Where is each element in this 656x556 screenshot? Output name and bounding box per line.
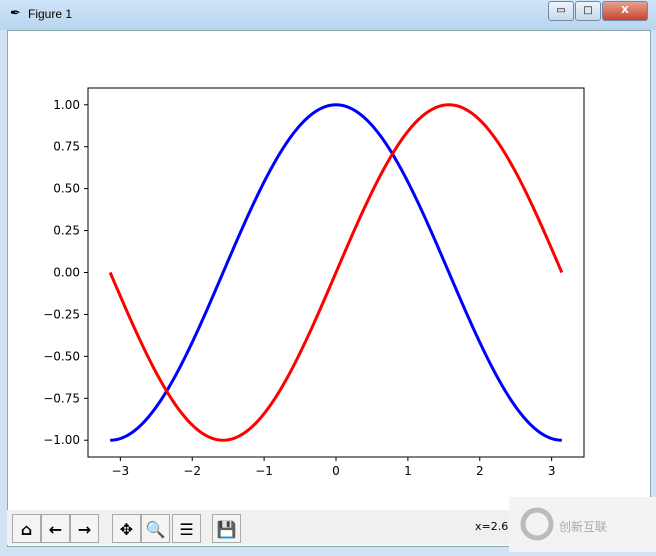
y-tick-label: −0.25 [43,307,80,321]
series-line-cosx [110,103,562,442]
save-icon: 💾 [216,520,237,539]
pan-icon: ✥ [119,520,134,539]
configure-button[interactable]: ☰ [172,514,201,543]
close-button[interactable]: X [602,1,648,21]
maximize-button[interactable]: □ [575,1,601,21]
window-title: Figure 1 [28,7,73,21]
minimize-button[interactable]: ▭ [548,1,574,21]
x-tick-label: −2 [183,464,201,478]
y-tick-label: 0.00 [53,266,80,280]
app-feather-icon: ✒ [10,6,21,21]
y-tick-label: −0.75 [43,391,80,405]
forward-icon: → [77,520,92,539]
x-tick-label: 1 [404,464,412,478]
y-tick-label: 0.75 [53,140,80,154]
zoom-icon: 🔍 [145,520,166,539]
x-tick-label: −3 [111,464,129,478]
forward-button[interactable]: → [70,514,99,543]
title-bar: ✒ Figure 1 ▭ □ X [0,0,656,30]
y-tick-label: 1.00 [53,98,80,112]
x-tick-label: 0 [332,464,340,478]
y-tick-label: −1.00 [43,433,80,447]
watermark-logo: 创新互联 [509,497,656,552]
y-tick-label: −0.50 [43,349,80,363]
y-tick-label: 0.25 [53,224,80,238]
x-tick-label: 2 [476,464,484,478]
x-tick-label: 3 [548,464,556,478]
watermark-text: 创新互联 [559,519,607,534]
back-icon: ← [48,520,63,539]
home-button[interactable]: ⌂ [12,514,41,543]
home-icon: ⌂ [20,520,33,539]
plot[interactable]: −3 −2 −1 0 1 2 3 1.00 0.75 0.50 0.25 0.00 −0.25 −0.50… [0,0,656,510]
x-tick-label: −1 [255,464,273,478]
series-line-sinx [108,103,564,442]
pan-button[interactable]: ✥ [112,514,141,543]
zoom-button[interactable]: 🔍 [141,514,170,543]
coordinate-status: x=2.6 [475,520,509,533]
configure-icon: ☰ [179,520,194,539]
save-button[interactable]: 💾 [212,514,241,543]
y-tick-label: 0.50 [53,182,80,196]
back-button[interactable]: ← [41,514,70,543]
